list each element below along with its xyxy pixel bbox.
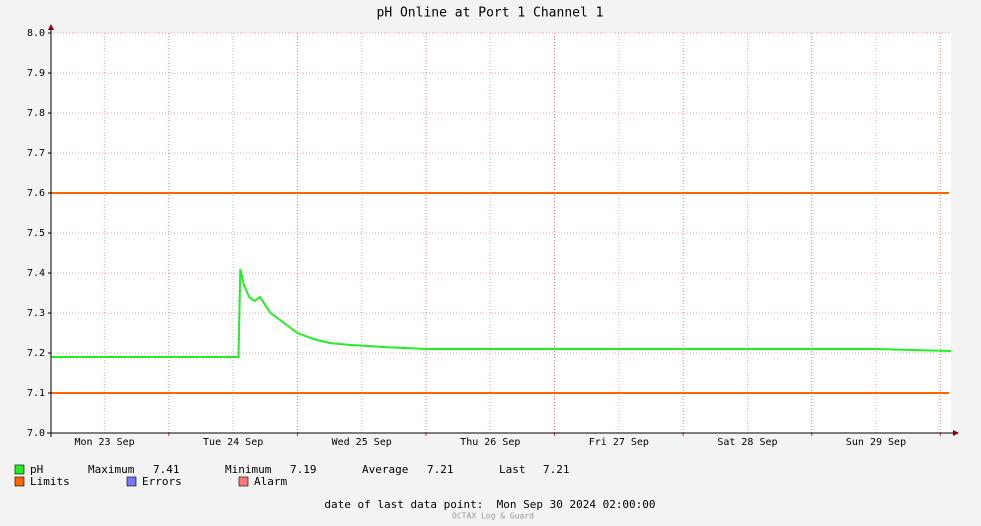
y-tick-label: 8.0	[27, 28, 45, 39]
x-tick-label: Sat 28 Sep	[717, 437, 777, 448]
legend-swatch	[14, 464, 25, 475]
stat-value: 7.41	[153, 463, 180, 476]
x-axis-arrow	[953, 430, 959, 436]
legend-label: pH	[30, 463, 43, 476]
x-tick-label: Fri 27 Sep	[589, 437, 649, 448]
legend-swatch	[126, 476, 137, 487]
y-axis-arrow	[48, 24, 54, 30]
legend-label: Limits	[30, 475, 70, 488]
x-tick-label: Wed 25 Sep	[332, 437, 392, 448]
y-tick-label: 7.2	[27, 348, 45, 359]
stat-value: 7.21	[543, 463, 570, 476]
y-tick-label: 7.0	[27, 428, 45, 439]
legend-label: Alarm	[254, 475, 287, 488]
y-tick-label: 7.3	[27, 308, 45, 319]
data-line	[51, 268, 952, 358]
y-tick-label: 7.4	[27, 268, 45, 279]
y-tick-label: 7.7	[27, 148, 45, 159]
stat-value: 7.21	[427, 463, 454, 476]
x-tick-label: Tue 24 Sep	[203, 437, 263, 448]
y-tick-label: 7.5	[27, 228, 45, 239]
y-tick-label: 7.9	[27, 68, 45, 79]
legend-swatch	[238, 476, 249, 487]
stat-label: Maximum	[88, 463, 135, 476]
marks	[51, 192, 952, 394]
stat-label: Minimum	[225, 463, 272, 476]
chart-title: pH Online at Port 1 Channel 1	[377, 6, 604, 21]
stat-label: Last	[499, 463, 526, 476]
legend-swatch	[14, 476, 25, 487]
stat-label: Average	[362, 463, 408, 476]
y-tick-label: 7.1	[27, 388, 45, 399]
y-tick-label: 7.8	[27, 108, 45, 119]
legend-label: Errors	[142, 475, 182, 488]
stat-value: 7.19	[290, 463, 317, 476]
y-tick-label: 7.6	[27, 188, 45, 199]
watermark: OCTAX Log & Guard	[452, 512, 534, 521]
x-tick-label: Thu 26 Sep	[460, 437, 520, 448]
x-tick-label: Mon 23 Sep	[74, 437, 134, 448]
footer: date of last data point: Mon Sep 30 2024…	[324, 498, 655, 511]
grid	[48, 32, 951, 436]
x-tick-label: Sun 29 Sep	[846, 437, 906, 448]
